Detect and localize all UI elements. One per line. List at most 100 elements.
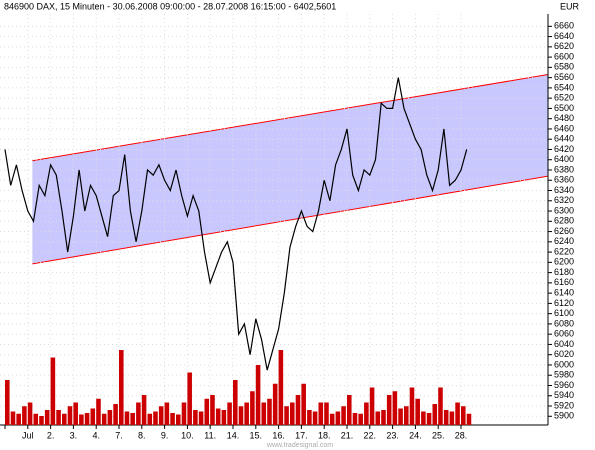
- volume-bar: [79, 414, 84, 425]
- volume-bar: [136, 402, 141, 425]
- volume-bar: [62, 413, 67, 425]
- y-tick-label: 6080: [554, 318, 574, 328]
- volume-bar: [301, 383, 306, 425]
- y-tick-label: 6340: [554, 185, 574, 195]
- y-tick-label: 6320: [554, 195, 574, 205]
- volume-bar: [227, 402, 232, 425]
- x-tick-label: 7.: [115, 430, 123, 440]
- volume-bar: [33, 413, 39, 425]
- channel-fill: [32, 74, 549, 264]
- x-tick-label: 16.: [272, 430, 285, 440]
- y-tick-label: 6460: [554, 123, 574, 133]
- volume-bar: [295, 395, 301, 425]
- volume-bar: [56, 410, 61, 425]
- volume-bar: [347, 395, 352, 425]
- volume-bar: [438, 387, 443, 425]
- x-tick-label: 17.: [295, 430, 308, 440]
- y-tick-label: 6160: [554, 277, 574, 287]
- x-tick-label: 2.: [47, 430, 55, 440]
- volume-bar: [272, 383, 278, 425]
- volume-bar: [153, 411, 158, 425]
- volume-bar: [10, 411, 16, 425]
- volume-bar: [130, 413, 135, 425]
- volume-bar: [198, 411, 204, 425]
- volume-bar: [5, 380, 10, 425]
- y-tick-label: 6580: [554, 62, 574, 72]
- currency-label: EUR: [560, 1, 580, 11]
- x-tick-label: 18.: [318, 430, 331, 440]
- y-tick-label: 6280: [554, 216, 574, 226]
- volume-bar: [73, 402, 78, 425]
- volume-bar: [141, 395, 147, 425]
- volume-bar: [426, 413, 432, 425]
- y-tick-label: 6420: [554, 144, 574, 154]
- volume-bar: [255, 365, 261, 425]
- y-tick-label: 5900: [554, 411, 574, 421]
- volume-bar: [119, 350, 124, 425]
- chart-title: 846900 DAX, 15 Minuten - 30.06.2008 09:0…: [4, 1, 336, 11]
- volume-bar: [176, 414, 181, 425]
- volume-bar: [455, 402, 460, 425]
- y-tick-label: 6240: [554, 236, 574, 246]
- volume-bar: [221, 410, 227, 425]
- watermark: www.tradesignal.com: [266, 442, 333, 449]
- volume-bar: [381, 410, 386, 425]
- volume-bar: [421, 411, 426, 425]
- y-tick-label: 5940: [554, 390, 574, 400]
- x-tick-label: 21.: [341, 430, 354, 440]
- volume-bar: [267, 398, 272, 425]
- channel-lower: [32, 175, 549, 265]
- volume-bar: [290, 402, 295, 425]
- volume-bar: [107, 410, 113, 425]
- volume-bar: [318, 402, 324, 425]
- volume-bar: [358, 413, 363, 425]
- volume-bar: [335, 411, 341, 425]
- volume-bar: [449, 411, 455, 425]
- volume-bar: [341, 406, 346, 425]
- volume-bar: [210, 395, 215, 425]
- y-tick-label: 6140: [554, 288, 574, 298]
- volume-bar: [364, 402, 369, 425]
- volume-bar: [278, 350, 284, 425]
- volume-bar: [147, 413, 153, 425]
- volume-bar: [233, 380, 238, 425]
- y-tick-label: 6180: [554, 267, 574, 277]
- volume-bar: [392, 391, 398, 425]
- y-tick-label: 6220: [554, 246, 574, 256]
- volume-bar: [215, 408, 221, 425]
- y-tick-label: 6020: [554, 349, 574, 359]
- volume-bar: [398, 408, 403, 425]
- x-tick-label: 11.: [204, 430, 216, 440]
- y-tick-label: 6660: [554, 21, 574, 31]
- channel-upper: [32, 74, 549, 162]
- volume-bar: [113, 404, 118, 425]
- volume-bar: [101, 413, 107, 425]
- x-tick-label: 14.: [227, 430, 240, 440]
- volume-bar: [244, 402, 249, 425]
- volume-bar: [16, 413, 21, 425]
- y-tick-label: 6100: [554, 308, 574, 318]
- volume-bar: [466, 413, 472, 425]
- volume-bar: [170, 413, 175, 425]
- y-tick-label: 6060: [554, 329, 574, 339]
- x-tick-label: Jul: [22, 430, 34, 440]
- x-tick-label: 28.: [455, 430, 468, 440]
- volume-bar: [404, 406, 409, 425]
- y-tick-label: 6400: [554, 154, 574, 164]
- y-tick-label: 6600: [554, 51, 574, 61]
- x-tick-label: 22.: [364, 430, 377, 440]
- y-tick-label: 6120: [554, 298, 574, 308]
- volume-bar: [124, 411, 130, 425]
- volume-bar: [307, 410, 312, 425]
- volume-bar: [204, 398, 210, 425]
- volume-bar: [193, 410, 198, 425]
- price-line: [4, 77, 468, 371]
- x-tick-label: 10.: [181, 430, 194, 440]
- y-tick-label: 6440: [554, 134, 574, 144]
- x-tick-label: 24.: [409, 430, 422, 440]
- x-tick-label: 15.: [250, 430, 263, 440]
- x-tick-label: 25.: [432, 430, 445, 440]
- y-tick-label: 6360: [554, 175, 574, 185]
- y-tick-label: 6640: [554, 31, 574, 41]
- volume-bar: [415, 398, 420, 425]
